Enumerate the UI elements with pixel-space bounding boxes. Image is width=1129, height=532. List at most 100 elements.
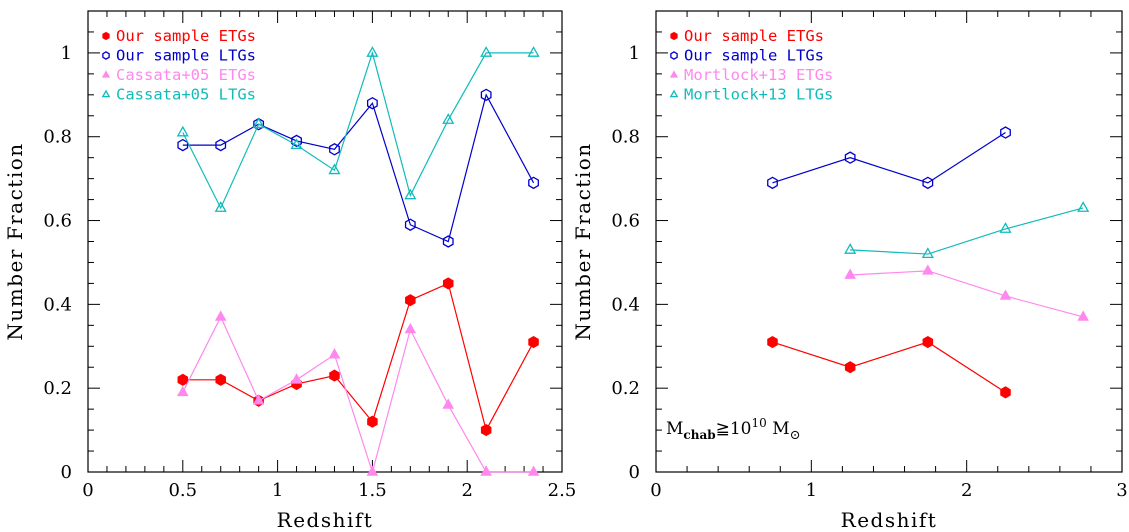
y-tick-label: 0.6 — [43, 211, 72, 232]
legend-marker — [102, 51, 110, 60]
series-cassata-05-ltgs — [101, 46, 540, 212]
legend-entry: Mortlock+13 LTGs — [684, 86, 833, 104]
series-our-sample-etgs — [670, 31, 1011, 399]
data-point — [405, 294, 416, 307]
data-point — [366, 465, 379, 476]
data-point — [215, 138, 227, 152]
series-line — [850, 270, 1084, 318]
data-point — [480, 465, 492, 476]
data-point — [999, 289, 1012, 300]
y-tick-label: 0.2 — [43, 378, 72, 399]
data-point — [366, 96, 378, 110]
data-point — [767, 336, 778, 349]
series-line — [772, 132, 1006, 184]
data-point — [922, 336, 934, 349]
y-tick-label: 0.4 — [611, 294, 640, 315]
x-tick-label: 0.5 — [168, 480, 197, 501]
series-line — [182, 50, 534, 210]
series-line — [182, 93, 535, 243]
mass-cut-annotation: Mchab≧1010 M⊙ — [666, 416, 801, 443]
data-point — [480, 424, 492, 437]
data-point — [921, 247, 934, 259]
data-point — [767, 176, 778, 190]
y-tick-label: 0.2 — [611, 378, 640, 399]
series-mortlock-13-ltgs — [669, 89, 1090, 259]
data-point — [844, 151, 856, 164]
data-point — [291, 134, 302, 148]
data-point — [404, 218, 416, 231]
data-point — [999, 222, 1012, 233]
series-mortlock-13-etgs — [669, 70, 1089, 321]
series-our-sample-etgs — [102, 31, 539, 437]
data-point — [528, 336, 539, 349]
x-tick-label: 1 — [806, 480, 817, 501]
series-line — [772, 341, 1006, 393]
x-tick-label: 2.5 — [548, 480, 577, 501]
x-axis-label: Redshift — [841, 508, 938, 532]
data-point — [367, 415, 378, 428]
data-point — [177, 373, 189, 386]
data-point — [844, 268, 856, 279]
data-point — [404, 322, 417, 334]
data-point — [922, 264, 934, 275]
data-point — [442, 277, 454, 290]
x-tick-label: 1 — [272, 480, 283, 501]
data-point — [290, 373, 303, 384]
legend-entry: Our sample ETGs — [684, 27, 824, 45]
data-point — [366, 46, 379, 57]
y-tick-label: 0.6 — [611, 211, 640, 232]
x-tick-label: 2 — [461, 480, 472, 501]
data-point — [176, 125, 189, 137]
legend-entry: Our sample ETGs — [116, 27, 256, 45]
data-point — [527, 465, 540, 476]
series-line — [850, 207, 1084, 255]
data-point — [528, 176, 539, 190]
data-point — [252, 117, 265, 129]
right-panel-redshift-vs-fraction: 0 1 2 3 0 0.2 0.4 0.6 0.8 1 Redshift Number Fractio… — [571, 10, 1128, 532]
data-point — [176, 385, 189, 397]
series-line — [182, 282, 535, 432]
legend-marker — [670, 51, 678, 60]
legend-entry: Our sample LTGs — [116, 47, 256, 65]
y-axis-label: Number Fraction — [571, 142, 595, 340]
legend-marker — [669, 70, 679, 78]
data-point — [253, 117, 265, 131]
x-tick-label: 0 — [82, 480, 93, 501]
data-point — [215, 373, 226, 386]
data-point — [290, 138, 303, 150]
data-point — [328, 163, 341, 175]
y-tick-label: 0.4 — [43, 294, 72, 315]
data-point — [214, 201, 227, 212]
y-tick-label: 0.8 — [611, 127, 640, 148]
x-tick-label: 1.5 — [358, 480, 387, 501]
x-tick-label: 0 — [650, 480, 661, 501]
data-point — [480, 46, 493, 57]
data-point — [328, 348, 341, 359]
series-line — [182, 315, 534, 475]
legend-marker — [101, 89, 111, 98]
data-point — [480, 88, 492, 102]
y-axis-label: Number Fraction — [3, 142, 27, 340]
data-point — [404, 188, 417, 200]
legend-entry: Cassata+05 LTGs — [116, 86, 256, 104]
data-point — [442, 235, 454, 248]
data-point — [844, 361, 856, 374]
x-axis-label: Redshift — [277, 508, 374, 532]
x-tick-label: 3 — [1116, 480, 1127, 501]
y-tick-label: 0 — [629, 462, 640, 483]
series-cassata-05-etgs — [101, 70, 540, 476]
data-point — [442, 113, 455, 124]
left-panel-redshift-vs-fraction: 0 0.5 1 1.5 2 2.5 0 0.2 0.4 0.6 0.8 1 Redshift Number… — [3, 10, 577, 532]
legend-marker — [670, 31, 678, 41]
legend-entry: Mortlock+13 ETGs — [684, 66, 833, 84]
legend-entry: Our sample LTGs — [684, 47, 824, 65]
y-tick-label: 1 — [61, 43, 72, 64]
legend-marker — [101, 70, 111, 78]
data-point — [1000, 126, 1011, 139]
data-point — [922, 176, 934, 190]
data-point — [1077, 310, 1089, 321]
data-point — [252, 394, 265, 405]
data-point — [442, 398, 455, 409]
y-tick-label: 0.8 — [43, 127, 72, 148]
